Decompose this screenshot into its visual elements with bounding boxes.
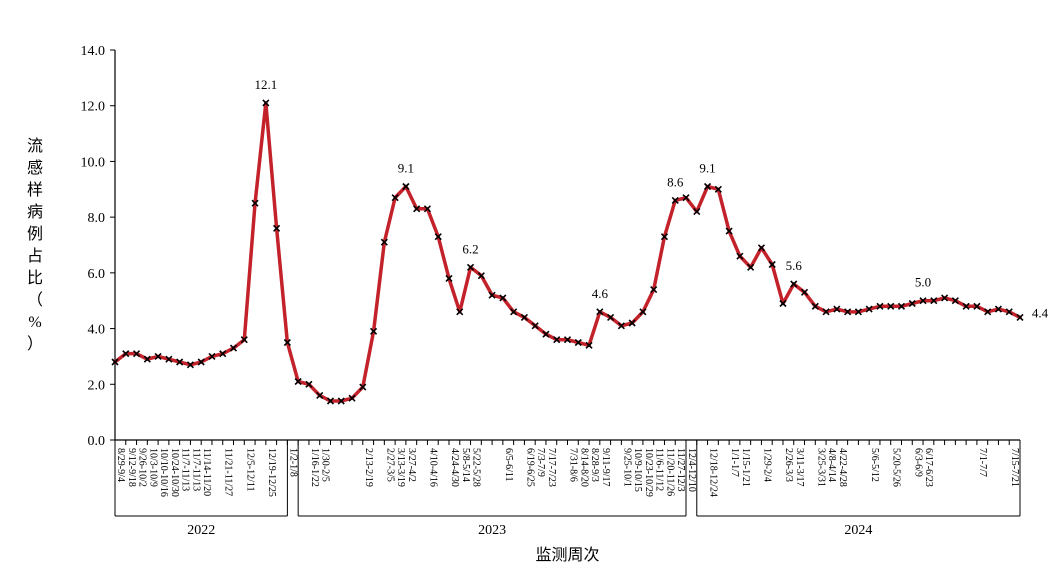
- chart-svg: 0.0 2.0 4.0 6.0 8.0 10.0 12.0 14.0 8/29-9/49/12-…: [0, 0, 1058, 572]
- x-tick-label: 1/16-1/22: [309, 448, 320, 487]
- x-tick-label: 4/8-4/14: [826, 448, 837, 482]
- x-tick-label: 4/22-4/28: [837, 448, 848, 487]
- y-tick-label: 10.0: [81, 155, 106, 170]
- x-tick-label: 10/23-10/29: [643, 448, 654, 497]
- y-axis-label: 感: [27, 159, 43, 177]
- x-tick-label: 11/20-11/26: [664, 448, 675, 496]
- x-tick-label: 12/5-12/11: [244, 448, 255, 492]
- x-tick-label: 1/29-2/4: [761, 448, 772, 482]
- x-tick-label: 11/14-11/20: [201, 448, 212, 496]
- x-tick-label: 8/29-9/4: [115, 448, 126, 482]
- x-tick-label: 7/17-7/23: [546, 448, 557, 487]
- x-tick-label: 5/6-5/12: [869, 448, 880, 482]
- x-tick-label: 11/27-12/3: [675, 448, 686, 492]
- x-tick-label: 7/31-8/6: [568, 448, 579, 482]
- x-tick-label: 4/10-4/16: [427, 448, 438, 487]
- x-tick-label: 5/22-5/28: [471, 448, 482, 487]
- value-annotation: 5.0: [915, 275, 931, 290]
- x-tick-label: 11/7-11/13: [190, 448, 201, 491]
- value-annotation: 5.6: [786, 258, 803, 273]
- x-tick-label: 10/9-10/15: [632, 448, 643, 492]
- x-tick-label: 7/15-7/21: [1009, 448, 1020, 487]
- year-label: 2022: [187, 523, 215, 538]
- x-tick-label: 1/30-2/5: [320, 448, 331, 482]
- x-tick-label: 3/25-3/31: [815, 448, 826, 487]
- x-tick-label: 3/11-3/17: [794, 448, 805, 487]
- x-tick-label: 1/2-1/8: [287, 448, 298, 477]
- x-tick-label: 8/14-8/20: [578, 448, 589, 487]
- x-tick-label: 5/8-5/14: [460, 448, 471, 482]
- x-tick-label: 6/19-6/25: [524, 448, 535, 487]
- y-tick-label: 2.0: [88, 378, 106, 393]
- year-label: 2024: [844, 523, 872, 538]
- y-tick-label: 12.0: [81, 100, 106, 115]
- y-tick-label: 8.0: [88, 211, 106, 226]
- x-tick-label: 9/26-10/2: [137, 448, 148, 487]
- x-tick-label: 12/4-12/10: [686, 448, 697, 492]
- value-annotation: 4.4: [1032, 305, 1049, 320]
- x-tick-label: 7/3-7/9: [535, 448, 546, 477]
- x-axis-label: 监测周次: [535, 546, 599, 564]
- y-axis-label: （: [27, 291, 43, 309]
- x-tick-label: 3/13-3/19: [395, 448, 406, 487]
- x-tick-label: 2/13-2/19: [363, 448, 374, 487]
- x-tick-label: 7/1-7/7: [977, 448, 988, 477]
- x-tick-label: 2/27-3/5: [384, 448, 395, 482]
- value-annotation: 8.6: [667, 174, 684, 189]
- value-annotation: 9.1: [699, 161, 715, 176]
- y-tick-label: 4.0: [88, 323, 106, 338]
- x-tick-label: 3/27-4/2: [406, 448, 417, 482]
- y-tick-label: 14.0: [81, 44, 106, 59]
- x-tick-label: 9/25-10/1: [621, 448, 632, 487]
- x-tick-label: 10/10-10/16: [158, 448, 169, 497]
- y-axis-label: 流: [27, 137, 43, 155]
- x-tick-label: 5/20-5/26: [891, 448, 902, 487]
- y-axis-label: ）: [27, 335, 43, 353]
- ili-weekly-chart: 0.0 2.0 4.0 6.0 8.0 10.0 12.0 14.0 8/29-9/49/12-…: [0, 0, 1058, 572]
- y-tick-label: 0.0: [88, 434, 106, 449]
- ili-line: [115, 103, 1020, 401]
- value-annotation: 4.6: [592, 286, 609, 301]
- x-tick-label: 6/5-6/11: [503, 448, 514, 482]
- x-tick-label: 9/11-9/17: [600, 448, 611, 487]
- y-tick-label: 6.0: [88, 267, 106, 282]
- y-axis-label: 比: [27, 269, 43, 287]
- x-tick-label: 11/21-11/27: [223, 448, 234, 496]
- x-tick-label: 10/24-10/30: [169, 448, 180, 497]
- value-annotation: 9.1: [398, 161, 414, 176]
- y-axis-label: %: [28, 314, 41, 331]
- y-axis-label: 病: [27, 203, 43, 221]
- x-tick-label: 1/1-1/7: [729, 448, 740, 477]
- value-annotation: 12.1: [254, 77, 277, 92]
- y-axis-label: 占: [27, 247, 43, 265]
- x-tick-label: 8/28-9/3: [589, 448, 600, 482]
- x-tick-label: 1/15-1/21: [740, 448, 751, 487]
- y-axis-label: 样: [27, 181, 43, 199]
- x-tick-label: 10/3-10/9: [147, 448, 158, 487]
- x-tick-label: 6/17-6/23: [923, 448, 934, 487]
- x-tick-label: 12/19-12/25: [266, 448, 277, 497]
- y-axis-label: 例: [27, 225, 43, 243]
- x-tick-label: 6/3-6/9: [912, 448, 923, 477]
- x-tick-label: 11/7-11/13: [180, 448, 191, 491]
- x-tick-label: 12/18-12/24: [708, 448, 719, 497]
- x-tick-label: 9/12-9/18: [126, 448, 137, 487]
- value-annotation: 6.2: [462, 241, 478, 256]
- x-tick-label: 11/6-11/12: [654, 448, 665, 491]
- x-tick-label: 4/24-4/30: [449, 448, 460, 487]
- year-label: 2023: [478, 523, 506, 538]
- x-tick-label: 2/26-3/3: [783, 448, 794, 482]
